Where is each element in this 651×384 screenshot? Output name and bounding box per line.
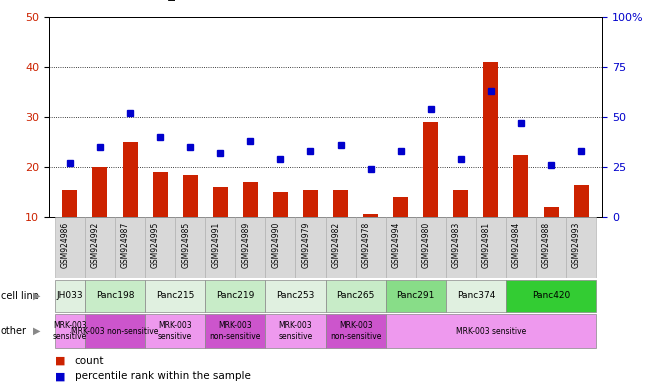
Text: GSM924985: GSM924985 <box>181 222 190 268</box>
Bar <box>536 217 566 278</box>
Text: count: count <box>75 356 104 366</box>
Bar <box>326 217 355 278</box>
Text: GSM924982: GSM924982 <box>331 222 340 268</box>
Text: cell line: cell line <box>1 291 38 301</box>
Bar <box>326 280 385 311</box>
Bar <box>385 280 446 311</box>
Bar <box>506 217 536 278</box>
Text: GSM924991: GSM924991 <box>211 222 220 268</box>
Bar <box>175 217 205 278</box>
Bar <box>85 280 145 311</box>
Bar <box>213 187 228 217</box>
Text: MRK-003
sensitive: MRK-003 sensitive <box>158 321 192 341</box>
Bar <box>205 280 266 311</box>
Bar <box>476 217 506 278</box>
Bar <box>333 190 348 217</box>
Text: percentile rank within the sample: percentile rank within the sample <box>75 371 251 381</box>
Text: GSM924984: GSM924984 <box>512 222 521 268</box>
Text: Panc265: Panc265 <box>337 291 375 300</box>
Text: GSM924987: GSM924987 <box>121 222 130 268</box>
Bar <box>266 314 326 348</box>
Bar <box>385 217 416 278</box>
Bar <box>266 217 296 278</box>
Text: GSM924980: GSM924980 <box>422 222 431 268</box>
Bar <box>62 190 77 217</box>
Bar <box>115 217 145 278</box>
Bar <box>55 280 85 311</box>
Bar <box>326 314 385 348</box>
Text: GSM924986: GSM924986 <box>61 222 70 268</box>
Text: ■: ■ <box>55 356 66 366</box>
Text: Panc198: Panc198 <box>96 291 134 300</box>
Bar <box>484 62 499 217</box>
Bar <box>145 314 205 348</box>
Text: GSM924981: GSM924981 <box>482 222 491 268</box>
Text: GSM924983: GSM924983 <box>452 222 461 268</box>
Text: MRK-003
non-sensitive: MRK-003 non-sensitive <box>210 321 261 341</box>
Text: other: other <box>1 326 27 336</box>
Text: GSM924989: GSM924989 <box>242 222 251 268</box>
Text: ▶: ▶ <box>33 326 40 336</box>
Bar <box>122 142 137 217</box>
Bar <box>183 175 198 217</box>
Text: GSM924993: GSM924993 <box>572 222 581 268</box>
Bar <box>266 280 326 311</box>
Bar <box>544 207 559 217</box>
Bar <box>273 192 288 217</box>
Text: Panc374: Panc374 <box>457 291 495 300</box>
Bar <box>385 314 596 348</box>
Bar <box>453 190 468 217</box>
Bar <box>205 217 235 278</box>
Bar <box>355 217 385 278</box>
Text: MRK-003 non-sensitive: MRK-003 non-sensitive <box>72 327 159 336</box>
Text: GSM924995: GSM924995 <box>151 222 160 268</box>
Text: MRK-003
non-sensitive: MRK-003 non-sensitive <box>330 321 381 341</box>
Text: GSM924978: GSM924978 <box>361 222 370 268</box>
Text: Panc219: Panc219 <box>216 291 255 300</box>
Bar <box>574 185 589 217</box>
Text: GSM924992: GSM924992 <box>91 222 100 268</box>
Bar <box>92 167 107 217</box>
Text: Panc420: Panc420 <box>532 291 570 300</box>
Bar <box>145 280 205 311</box>
Text: MRK-003
sensitive: MRK-003 sensitive <box>278 321 312 341</box>
Text: ■: ■ <box>55 371 66 381</box>
Text: JH033: JH033 <box>57 291 83 300</box>
Bar <box>85 314 145 348</box>
Bar <box>514 155 529 217</box>
Bar <box>145 217 175 278</box>
Bar <box>303 190 318 217</box>
Bar <box>85 217 115 278</box>
Text: Panc253: Panc253 <box>276 291 314 300</box>
Text: GSM924988: GSM924988 <box>542 222 551 268</box>
Bar <box>506 280 596 311</box>
Text: GSM924990: GSM924990 <box>271 222 281 268</box>
Bar <box>393 197 408 217</box>
Bar <box>446 217 476 278</box>
Bar <box>205 314 266 348</box>
Bar <box>446 280 506 311</box>
Bar <box>55 217 85 278</box>
Bar <box>363 215 378 217</box>
Bar <box>566 217 596 278</box>
Bar <box>423 122 438 217</box>
Bar <box>243 182 258 217</box>
Text: Panc291: Panc291 <box>396 291 435 300</box>
Text: Panc215: Panc215 <box>156 291 194 300</box>
Bar <box>55 314 85 348</box>
Bar <box>416 217 446 278</box>
Text: MRK-003 sensitive: MRK-003 sensitive <box>456 327 526 336</box>
Bar <box>296 217 326 278</box>
Bar <box>235 217 266 278</box>
Bar <box>152 172 167 217</box>
Text: GSM924994: GSM924994 <box>392 222 400 268</box>
Text: GSM924979: GSM924979 <box>301 222 311 268</box>
Text: MRK-003
sensitive: MRK-003 sensitive <box>53 321 87 341</box>
Text: ▶: ▶ <box>33 291 40 301</box>
